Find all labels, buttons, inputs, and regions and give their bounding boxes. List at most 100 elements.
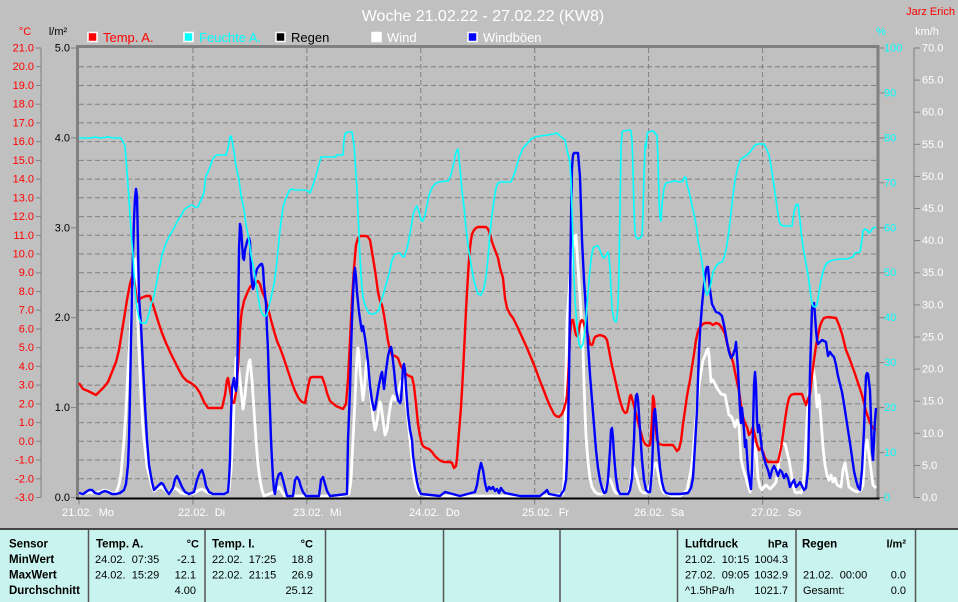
svg-text:8.0: 8.0 xyxy=(19,286,34,298)
svg-text:Feuchte A.: Feuchte A. xyxy=(199,30,261,45)
svg-text:22.02. 21:15: 22.02. 21:15 xyxy=(212,569,276,581)
svg-text:-3.0: -3.0 xyxy=(15,492,34,504)
svg-text:2.0: 2.0 xyxy=(55,312,70,324)
svg-text:25.0: 25.0 xyxy=(922,332,943,344)
svg-text:3.0: 3.0 xyxy=(55,222,70,234)
svg-text:6.0: 6.0 xyxy=(19,323,34,335)
svg-text:Wind: Wind xyxy=(387,30,417,45)
svg-text:0.0: 0.0 xyxy=(891,585,906,597)
svg-text:1021.7: 1021.7 xyxy=(754,585,788,597)
svg-text:10.0: 10.0 xyxy=(922,428,943,440)
svg-text:15.0: 15.0 xyxy=(13,155,34,167)
svg-text:45.0: 45.0 xyxy=(922,203,943,215)
svg-text:-2.0: -2.0 xyxy=(15,473,34,485)
svg-text:17.0: 17.0 xyxy=(13,117,34,129)
svg-text:10: 10 xyxy=(884,447,896,459)
svg-text:9.0: 9.0 xyxy=(19,267,34,279)
svg-text:15.0: 15.0 xyxy=(922,396,943,408)
svg-text:7.0: 7.0 xyxy=(19,305,34,317)
svg-text:90: 90 xyxy=(884,88,896,100)
svg-text:26.02. Sa: 26.02. Sa xyxy=(634,507,685,519)
svg-text:Temp. I.: Temp. I. xyxy=(212,539,255,551)
svg-text:12.1: 12.1 xyxy=(175,569,196,581)
svg-text:%: % xyxy=(876,26,886,38)
svg-text:60.0: 60.0 xyxy=(922,107,943,119)
svg-text:18.0: 18.0 xyxy=(13,99,34,111)
svg-text:27.02. 09:05: 27.02. 09:05 xyxy=(685,569,749,581)
svg-text:Windböen: Windböen xyxy=(483,30,542,45)
svg-text:Luftdruck: Luftdruck xyxy=(685,539,739,551)
svg-text:^1.5hPa/h: ^1.5hPa/h xyxy=(685,585,734,597)
svg-text:l/m²: l/m² xyxy=(49,26,68,38)
svg-text:50.0: 50.0 xyxy=(922,171,943,183)
svg-text:km/h: km/h xyxy=(915,26,939,38)
svg-text:l/m²: l/m² xyxy=(886,539,906,551)
svg-text:-2.1: -2.1 xyxy=(177,554,196,566)
svg-text:100: 100 xyxy=(884,43,902,55)
svg-text:11.0: 11.0 xyxy=(13,230,34,242)
svg-text:1.0: 1.0 xyxy=(55,402,70,414)
svg-text:60: 60 xyxy=(884,222,896,234)
svg-text:0: 0 xyxy=(884,492,890,504)
svg-text:40: 40 xyxy=(884,312,896,324)
svg-text:30.0: 30.0 xyxy=(922,299,943,311)
svg-text:10.0: 10.0 xyxy=(13,249,34,261)
svg-text:0.0: 0.0 xyxy=(19,436,34,448)
svg-text:MaxWert: MaxWert xyxy=(9,569,57,581)
svg-text:5.0: 5.0 xyxy=(19,342,34,354)
svg-text:18.8: 18.8 xyxy=(292,554,313,566)
svg-text:22.02. Di: 22.02. Di xyxy=(178,507,225,519)
svg-text:21.02. 10:15: 21.02. 10:15 xyxy=(685,554,749,566)
svg-text:1.0: 1.0 xyxy=(19,417,34,429)
svg-text:5.0: 5.0 xyxy=(55,43,70,55)
svg-text:70: 70 xyxy=(884,177,896,189)
svg-text:1004.3: 1004.3 xyxy=(754,554,788,566)
svg-text:19.0: 19.0 xyxy=(13,80,34,92)
svg-text:4.0: 4.0 xyxy=(55,132,70,144)
svg-text:20: 20 xyxy=(884,402,896,414)
svg-text:Temp. A.: Temp. A. xyxy=(103,30,154,45)
svg-text:2.0: 2.0 xyxy=(19,398,34,410)
svg-text:MinWert: MinWert xyxy=(9,554,54,566)
svg-text:13.0: 13.0 xyxy=(13,192,34,204)
svg-text:35.0: 35.0 xyxy=(922,267,943,279)
svg-text:hPa: hPa xyxy=(768,539,789,551)
svg-text:0.0: 0.0 xyxy=(891,569,906,581)
svg-text:80: 80 xyxy=(884,132,896,144)
svg-text:40.0: 40.0 xyxy=(922,235,943,247)
svg-text:5.0: 5.0 xyxy=(922,460,937,472)
svg-text:Sensor: Sensor xyxy=(9,539,49,551)
svg-text:Jarz Erich: Jarz Erich xyxy=(906,6,955,18)
svg-text:20.0: 20.0 xyxy=(13,61,34,73)
svg-text:Woche 21.02.22 - 27.02.22 (KW8: Woche 21.02.22 - 27.02.22 (KW8) xyxy=(362,8,605,25)
svg-text:14.0: 14.0 xyxy=(13,174,34,186)
svg-text:27.02. So: 27.02. So xyxy=(751,507,801,519)
svg-text:Temp. A.: Temp. A. xyxy=(96,539,143,551)
svg-text:21.02. 00:00: 21.02. 00:00 xyxy=(803,569,867,581)
svg-text:4.00: 4.00 xyxy=(175,585,196,597)
svg-text:Regen: Regen xyxy=(291,30,329,45)
svg-text:4.0: 4.0 xyxy=(19,361,34,373)
svg-text:21.02. Mo: 21.02. Mo xyxy=(62,507,114,519)
svg-text:-1.0: -1.0 xyxy=(15,455,34,467)
svg-text:24.02. Do: 24.02. Do xyxy=(409,507,460,519)
svg-text:20.0: 20.0 xyxy=(922,364,943,376)
svg-text:16.0: 16.0 xyxy=(13,136,34,148)
svg-text:25.12: 25.12 xyxy=(285,585,313,597)
svg-text:Regen: Regen xyxy=(802,539,837,551)
svg-text:25.02. Fr: 25.02. Fr xyxy=(522,507,569,519)
svg-text:65.0: 65.0 xyxy=(922,75,943,87)
svg-text:12.0: 12.0 xyxy=(13,211,34,223)
svg-text:0.0: 0.0 xyxy=(55,492,70,504)
svg-text:°C: °C xyxy=(19,26,31,38)
svg-text:Durchschnitt: Durchschnitt xyxy=(9,585,80,597)
svg-text:1032.9: 1032.9 xyxy=(754,569,788,581)
svg-text:70.0: 70.0 xyxy=(922,43,943,55)
svg-text:50: 50 xyxy=(884,267,896,279)
svg-text:23.02. Mi: 23.02. Mi xyxy=(293,507,341,519)
svg-text:55.0: 55.0 xyxy=(922,139,943,151)
svg-text:26.9: 26.9 xyxy=(292,569,313,581)
svg-text:21.0: 21.0 xyxy=(13,43,34,55)
svg-text:°C: °C xyxy=(187,539,199,551)
svg-text:24.02. 15:29: 24.02. 15:29 xyxy=(95,569,159,581)
